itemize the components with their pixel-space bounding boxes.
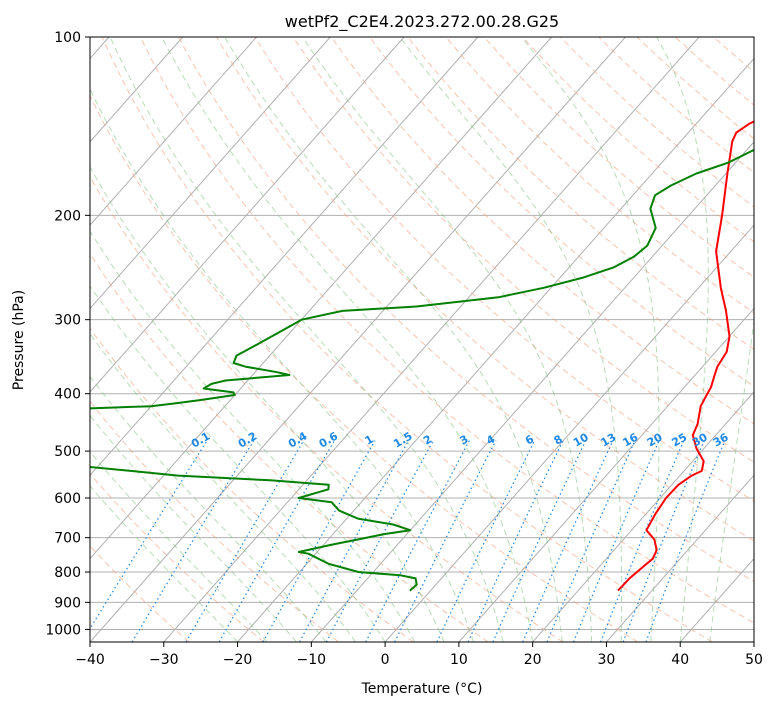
x-tick-label: −20 xyxy=(223,652,253,668)
y-axis-label: Pressure (hPa) xyxy=(11,290,27,390)
plot-frame xyxy=(89,36,755,643)
x-axis-label: Temperature (°C) xyxy=(361,681,483,697)
mixing-ratio-line xyxy=(600,440,685,642)
mixing-ratio-line xyxy=(436,440,536,642)
isotherm-line xyxy=(384,224,754,642)
moist-adiabat-line xyxy=(656,37,709,642)
moist-adiabat-line xyxy=(301,37,593,642)
dry-adiabat-line xyxy=(254,37,754,502)
x-tick-label: 0 xyxy=(381,652,390,668)
x-tick-label: 50 xyxy=(745,652,763,668)
x-tick-label: 20 xyxy=(524,652,542,668)
dry-adiabat-line xyxy=(90,252,489,642)
dry-adiabat-line xyxy=(292,37,754,463)
y-tick-label: 700 xyxy=(54,531,81,547)
y-tick-label: 800 xyxy=(54,565,81,581)
y-tick-label: 900 xyxy=(54,595,81,611)
dry-adiabat-line xyxy=(90,400,339,642)
mixing-ratio-line xyxy=(622,440,705,642)
dewpoint-profile-line xyxy=(90,148,754,592)
dry-adiabat-line xyxy=(90,94,639,642)
mixing-ratio-line xyxy=(365,440,470,642)
mixing-ratio-line xyxy=(185,440,305,642)
moist-adiabat-line xyxy=(709,317,754,642)
mixing-ratio-line xyxy=(299,440,410,642)
moist-adiabat-line xyxy=(90,166,445,642)
dry-adiabat-line xyxy=(369,37,754,387)
isotherm-line xyxy=(90,37,626,642)
x-tick-label: 30 xyxy=(598,652,616,668)
y-tick-label: 300 xyxy=(54,313,81,329)
dry-adiabat-line xyxy=(330,37,754,425)
moist-adiabat-line xyxy=(90,485,238,642)
mixing-ratio-line xyxy=(325,440,434,642)
moist-adiabat-line xyxy=(90,87,475,642)
x-tick-label: −40 xyxy=(75,652,105,668)
mixing-ratio-line xyxy=(131,440,255,642)
mixing-ratio-line xyxy=(90,440,208,630)
moist-adiabat-line xyxy=(90,451,268,642)
x-tick-label: −10 xyxy=(297,652,327,668)
moist-adiabat-line xyxy=(90,230,416,642)
x-tick-label: 10 xyxy=(450,652,468,668)
moist-adiabat-line xyxy=(521,37,660,642)
isotherm-line xyxy=(163,37,700,642)
isotherm-line xyxy=(90,37,257,226)
mixing-ratio-line xyxy=(218,440,335,642)
isotherm-line xyxy=(237,57,754,642)
x-tick-label: −30 xyxy=(149,652,179,668)
isotherm-line xyxy=(606,474,754,642)
moist-adiabat-line xyxy=(109,37,504,642)
dry-adiabat-line xyxy=(216,37,754,542)
dry-adiabat-line xyxy=(90,175,564,642)
moist-adiabat-line xyxy=(161,37,534,642)
y-tick-label: 400 xyxy=(54,387,81,403)
y-tick-label: 1000 xyxy=(45,622,81,638)
isotherm-line xyxy=(90,37,405,393)
isotherm-line xyxy=(90,37,553,560)
moist-adiabat-line xyxy=(90,332,356,642)
moist-adiabat-line xyxy=(224,37,563,642)
mixing-ratio-line xyxy=(394,440,497,642)
dry-adiabat-line xyxy=(90,473,265,642)
isotherm-line xyxy=(90,37,184,143)
dry-adiabat-line xyxy=(90,545,190,642)
isotherm-line xyxy=(532,391,754,642)
x-tick-label: 40 xyxy=(671,652,689,668)
y-tick-label: 500 xyxy=(54,444,81,460)
isotherm-line xyxy=(90,37,479,477)
moist-adiabat-line xyxy=(90,414,297,642)
dry-adiabat-line xyxy=(139,37,754,624)
y-tick-label: 200 xyxy=(54,208,81,224)
y-tick-label: 600 xyxy=(54,491,81,507)
dry-adiabat-line xyxy=(101,37,713,642)
mixing-ratio-line xyxy=(467,440,564,642)
y-tick-label: 100 xyxy=(54,30,81,46)
mixing-ratio-line xyxy=(262,440,376,642)
isotherm-line xyxy=(90,37,331,310)
chart-title: wetPf2_C2E4.2023.272.00.28.G25 xyxy=(285,12,559,32)
moist-adiabat-line xyxy=(90,285,386,642)
moist-adiabat-line xyxy=(399,37,622,642)
moist-adiabat-line xyxy=(90,375,327,642)
dry-adiabat-line xyxy=(177,37,754,583)
temperature-profile-line xyxy=(617,120,754,592)
isotherm-line xyxy=(458,307,754,642)
dry-adiabat-line xyxy=(90,327,414,642)
